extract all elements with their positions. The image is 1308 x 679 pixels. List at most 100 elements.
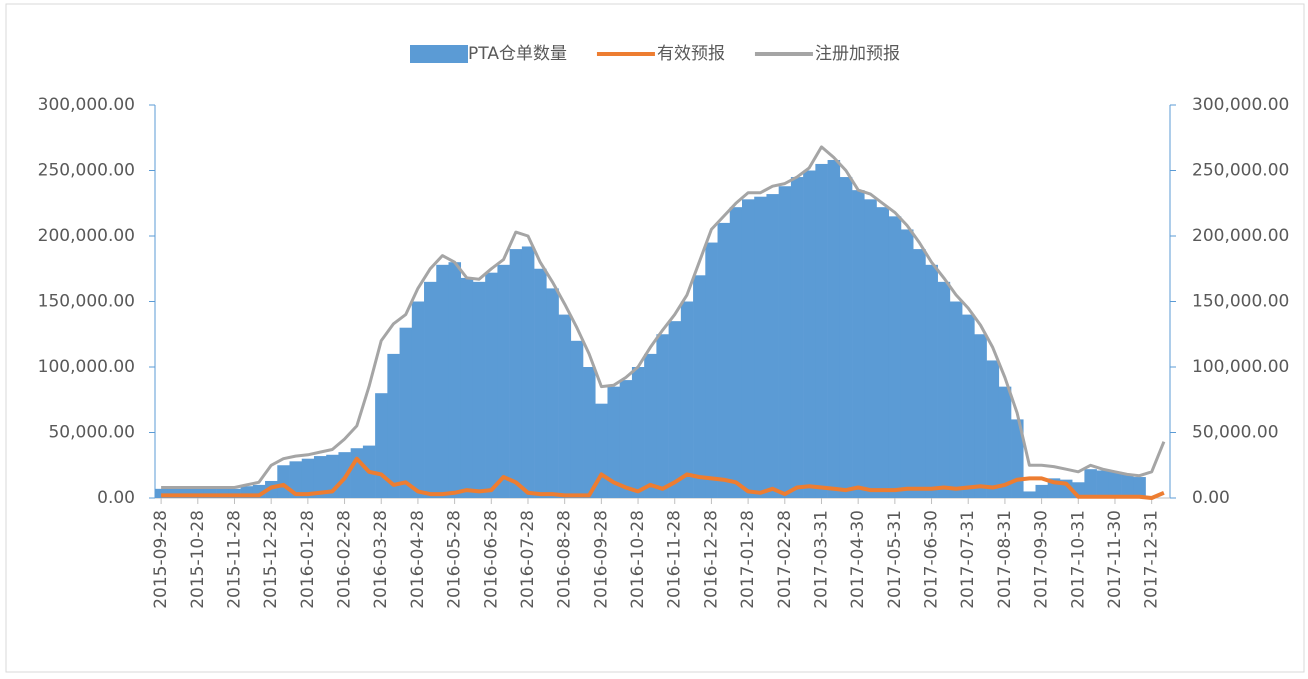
x-tick-label: 2015-11-28 bbox=[224, 510, 244, 609]
bar bbox=[521, 246, 535, 498]
x-tick-label: 2015-10-28 bbox=[188, 510, 208, 609]
bar bbox=[399, 327, 413, 498]
y-tick-label: 50,000.00 bbox=[48, 423, 135, 443]
x-tick-label: 2017-02-28 bbox=[775, 510, 795, 609]
bar bbox=[546, 288, 559, 498]
bar bbox=[693, 275, 706, 498]
x-tick-label: 2017-08-31 bbox=[995, 510, 1015, 609]
bar bbox=[1121, 474, 1134, 498]
y2-tick-label: 0.00 bbox=[1192, 488, 1230, 508]
line bbox=[161, 456, 1165, 500]
line bbox=[161, 145, 1166, 489]
x-tick-label: 2017-03-31 bbox=[811, 510, 831, 609]
bar bbox=[436, 264, 449, 498]
bar bbox=[558, 314, 572, 498]
bar bbox=[448, 262, 462, 498]
x-tick-label: 2017-12-31 bbox=[1142, 510, 1162, 609]
bar bbox=[852, 190, 865, 498]
y2-tick-label: 100,000.00 bbox=[1192, 357, 1289, 377]
x-tick-label: 2016-12-28 bbox=[701, 510, 721, 609]
y2-tick-label: 200,000.00 bbox=[1192, 226, 1289, 246]
bar bbox=[717, 222, 731, 498]
bar bbox=[803, 170, 816, 498]
y2-tick-label: 150,000.00 bbox=[1192, 292, 1289, 312]
bar bbox=[497, 264, 510, 498]
bar bbox=[583, 367, 596, 498]
bar bbox=[644, 353, 657, 498]
bar bbox=[350, 448, 364, 498]
bar bbox=[570, 340, 584, 498]
bar bbox=[839, 177, 853, 499]
bar bbox=[1084, 469, 1097, 498]
x-tick-label: 2017-04-30 bbox=[848, 510, 868, 609]
x-tick-label: 2017-11-30 bbox=[1105, 510, 1125, 609]
y-tick-label: 200,000.00 bbox=[38, 226, 135, 246]
x-tick-label: 2016-09-28 bbox=[591, 510, 611, 609]
bar bbox=[1035, 484, 1049, 498]
bar bbox=[680, 301, 694, 498]
bar bbox=[313, 456, 327, 498]
x-tick-label: 2015-12-28 bbox=[261, 510, 281, 609]
bar bbox=[741, 199, 755, 498]
bar bbox=[876, 207, 890, 498]
x-tick-label: 2017-09-30 bbox=[1032, 510, 1052, 609]
legend-label: 有效预报 bbox=[657, 44, 725, 64]
y-tick-label: 150,000.00 bbox=[38, 292, 135, 312]
bar bbox=[1096, 470, 1110, 498]
bar bbox=[509, 249, 523, 498]
x-tick-label: 2017-01-28 bbox=[738, 510, 758, 609]
legend-swatch bbox=[410, 45, 468, 63]
bar bbox=[778, 186, 792, 498]
x-tick-label: 2016-04-28 bbox=[408, 510, 428, 609]
legend-label: 注册加预报 bbox=[815, 44, 900, 64]
bar bbox=[460, 277, 474, 498]
bar bbox=[424, 281, 437, 498]
y2-tick-label: 300,000.00 bbox=[1192, 95, 1289, 115]
x-tick-label: 2017-07-31 bbox=[958, 510, 978, 609]
bar bbox=[962, 314, 975, 498]
x-tick-label: 2015-09-28 bbox=[151, 510, 171, 609]
bar bbox=[827, 160, 841, 498]
x-tick-label: 2017-10-31 bbox=[1068, 510, 1088, 609]
bar bbox=[766, 194, 779, 498]
bar bbox=[656, 334, 669, 498]
x-tick-label: 2017-06-30 bbox=[922, 510, 942, 609]
x-tick-label: 2016-08-28 bbox=[555, 510, 575, 609]
y-tick-label: 0.00 bbox=[97, 488, 135, 508]
bar bbox=[949, 301, 963, 498]
bar bbox=[277, 465, 290, 498]
y-tick-label: 300,000.00 bbox=[38, 95, 135, 115]
bar bbox=[301, 458, 315, 498]
bar bbox=[815, 163, 828, 498]
y2-tick-label: 50,000.00 bbox=[1192, 423, 1279, 443]
bar bbox=[986, 360, 1000, 498]
bar bbox=[472, 281, 486, 498]
bar bbox=[534, 268, 547, 498]
bar bbox=[607, 386, 620, 498]
x-tick-label: 2016-10-28 bbox=[628, 510, 648, 609]
y2-tick-label: 250,000.00 bbox=[1192, 161, 1289, 181]
bar bbox=[619, 380, 633, 498]
bar bbox=[864, 199, 877, 498]
bar bbox=[913, 249, 926, 498]
bar bbox=[937, 281, 951, 498]
bar bbox=[998, 386, 1012, 498]
x-tick-label: 2016-02-28 bbox=[335, 510, 355, 609]
bar bbox=[974, 334, 987, 498]
x-tick-label: 2016-05-28 bbox=[445, 510, 465, 609]
bar bbox=[705, 242, 718, 498]
x-tick-label: 2017-05-31 bbox=[885, 510, 905, 609]
x-tick-label: 2016-07-28 bbox=[518, 510, 538, 609]
bar bbox=[289, 461, 303, 498]
x-tick-label: 2016-06-28 bbox=[481, 510, 501, 609]
bar bbox=[1023, 491, 1036, 498]
x-tick-label: 2016-01-28 bbox=[298, 510, 318, 609]
bar bbox=[754, 196, 767, 498]
bar bbox=[1108, 471, 1122, 498]
bar bbox=[925, 264, 938, 498]
bar bbox=[240, 486, 254, 498]
bar bbox=[900, 229, 914, 498]
bar bbox=[411, 301, 425, 498]
